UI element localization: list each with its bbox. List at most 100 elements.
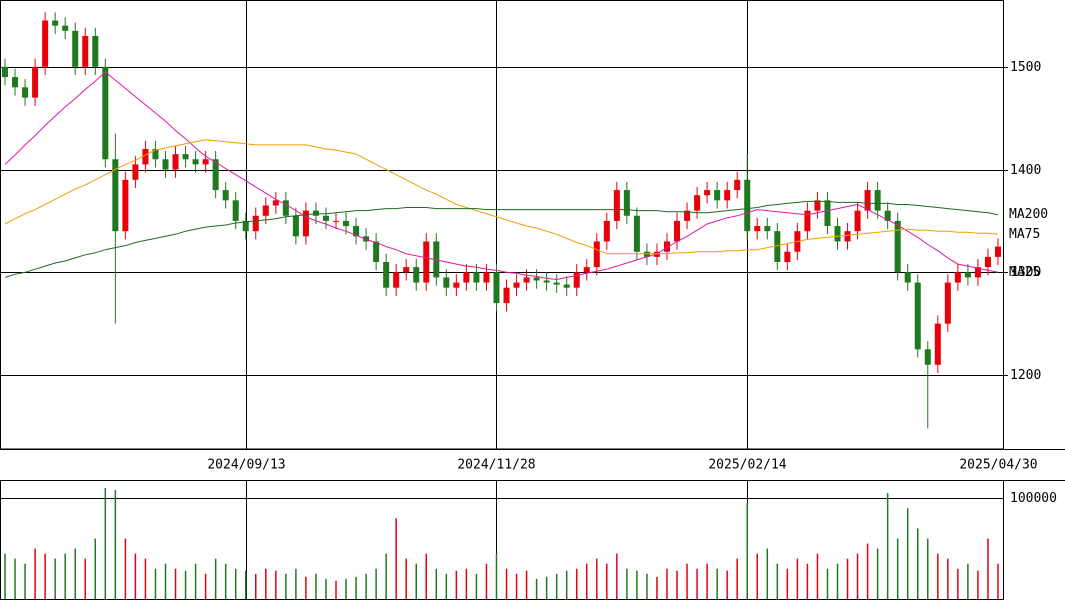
- candle-body: [744, 179, 751, 232]
- candle-body: [523, 277, 530, 283]
- candle-body: [884, 210, 891, 221]
- candle-body: [92, 35, 99, 67]
- candle-body: [894, 220, 901, 273]
- candle-body: [202, 159, 209, 165]
- ma-line: [4, 139, 999, 255]
- candle-body: [473, 272, 480, 283]
- candle-body: [764, 226, 771, 232]
- candle-body: [172, 154, 179, 170]
- candle-body: [232, 200, 239, 221]
- candle-body: [633, 215, 640, 252]
- candle-body: [553, 282, 560, 285]
- candle-body: [734, 179, 741, 191]
- candle-body: [132, 164, 139, 180]
- candle-body: [272, 200, 279, 206]
- candle-body: [332, 220, 340, 222]
- candle-body: [834, 226, 841, 242]
- candle-body: [623, 190, 630, 216]
- candle-body: [543, 280, 550, 283]
- candle-body: [934, 323, 941, 365]
- candle-body: [262, 205, 269, 216]
- candle-body: [212, 159, 219, 191]
- candle-body: [403, 267, 410, 273]
- candle-body: [964, 272, 971, 278]
- candle-body: [944, 282, 951, 324]
- volume-tick-label: 100000: [1010, 491, 1057, 506]
- candle-body: [804, 210, 811, 232]
- candle-body: [593, 241, 600, 268]
- candle-body: [182, 154, 189, 160]
- candle-body: [453, 282, 460, 288]
- candle-body: [603, 220, 610, 242]
- candle-body: [924, 349, 931, 365]
- candle-body: [854, 210, 861, 232]
- candle-body: [583, 267, 590, 273]
- candle-body: [312, 210, 319, 216]
- x-tick-label: 2024/11/28: [457, 458, 535, 473]
- candle-body: [122, 179, 129, 232]
- candle-body: [52, 20, 59, 26]
- candle-body: [573, 272, 580, 288]
- candle-body: [503, 287, 510, 304]
- candle-body: [613, 190, 620, 221]
- candle-body: [443, 277, 450, 288]
- candle-body: [302, 210, 309, 237]
- x-tick-label: 2025/02/14: [708, 458, 786, 473]
- candle-body: [704, 190, 711, 196]
- candle-body: [12, 77, 19, 88]
- candle-body: [684, 210, 691, 221]
- legend-label: MA75: [1009, 227, 1040, 242]
- y-tick-label: 1500: [1010, 60, 1041, 75]
- candle-body: [102, 66, 109, 160]
- candle-body: [874, 190, 881, 211]
- candle-body: [322, 215, 329, 221]
- candle-body: [754, 226, 761, 232]
- candle-body: [373, 241, 380, 263]
- x-tick-label: 2025/04/30: [959, 458, 1037, 473]
- legend-label: MA200: [1009, 207, 1048, 222]
- candle-body: [242, 220, 249, 232]
- candle-body: [292, 215, 299, 237]
- candle-body: [694, 195, 701, 211]
- candle-body: [42, 20, 49, 67]
- candle-body: [353, 226, 360, 237]
- candle-body: [222, 190, 229, 201]
- candle-body: [192, 159, 199, 165]
- candle-body: [904, 272, 911, 283]
- candle-body: [282, 200, 289, 216]
- candle-body: [72, 30, 79, 67]
- x-tick-label: 2024/09/13: [207, 458, 285, 473]
- candle-body: [824, 200, 831, 227]
- candle-body: [844, 231, 851, 242]
- candle-body: [142, 148, 149, 165]
- candle-body: [513, 282, 520, 288]
- candle-body: [393, 272, 400, 288]
- candle-body: [533, 277, 540, 281]
- candle-body: [413, 267, 420, 283]
- ma-line: [4, 71, 999, 281]
- candle-body: [914, 282, 921, 350]
- candle-body: [674, 220, 681, 242]
- candle-body: [152, 148, 159, 160]
- candle-body: [563, 284, 570, 288]
- candle-body: [82, 35, 89, 67]
- ma-line: [4, 200, 999, 278]
- candle-body: [22, 87, 29, 98]
- candle-body: [994, 246, 1001, 257]
- candle-body: [784, 251, 791, 263]
- candle-body: [32, 66, 39, 98]
- candle-body: [463, 272, 470, 283]
- candle-body: [663, 241, 671, 252]
- candle-body: [162, 159, 169, 170]
- candle-body: [383, 262, 390, 288]
- candle-body: [984, 256, 991, 268]
- candle-body: [714, 190, 721, 201]
- y-tick-label: 1200: [1010, 368, 1041, 383]
- candle-body: [343, 220, 350, 227]
- candle-body: [954, 272, 961, 283]
- candle-body: [493, 272, 500, 304]
- candle-body: [62, 25, 69, 31]
- legend-label: MA25: [1009, 265, 1040, 280]
